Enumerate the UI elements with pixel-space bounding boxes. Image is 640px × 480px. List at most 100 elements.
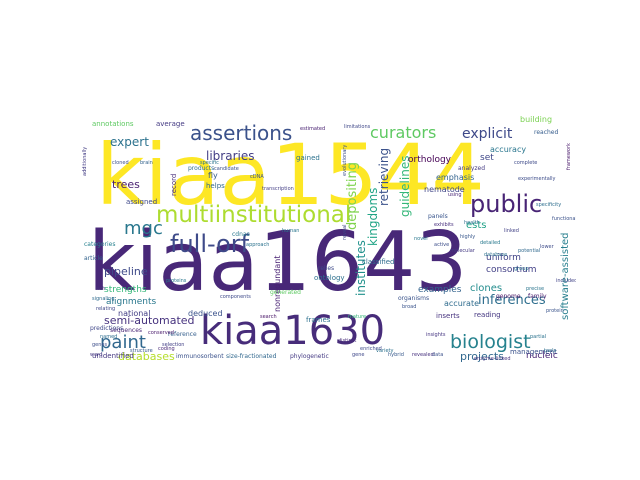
word: institutes bbox=[354, 240, 368, 296]
word: nonredundant bbox=[273, 256, 282, 312]
word: kiaa1544 bbox=[96, 126, 485, 224]
word: kiaa1630 bbox=[200, 308, 385, 354]
word: retrieving bbox=[377, 148, 391, 206]
word: reference bbox=[168, 331, 197, 338]
word: building bbox=[520, 115, 552, 124]
word: enzyme-linked bbox=[474, 356, 511, 362]
word: potential bbox=[518, 248, 540, 254]
word: genome bbox=[496, 293, 521, 300]
word: precise bbox=[526, 286, 544, 292]
word: semi-automated bbox=[104, 314, 195, 327]
word: word bbox=[90, 352, 102, 358]
word-cloud-frame: kiaa1544 kiaa1643 kiaa1630 multiinstitut… bbox=[80, 58, 576, 420]
word: analyzed bbox=[458, 165, 485, 172]
word: rich bbox=[96, 286, 105, 292]
word: molecular bbox=[450, 248, 476, 254]
word: classified bbox=[362, 258, 394, 266]
word: set bbox=[480, 153, 494, 163]
word: predictions bbox=[90, 325, 123, 332]
word: variety bbox=[376, 348, 394, 354]
word: accurate bbox=[444, 299, 479, 308]
word: biologist bbox=[450, 331, 531, 353]
word: uniform bbox=[486, 253, 521, 263]
word: active bbox=[434, 242, 449, 248]
word: trees bbox=[112, 178, 140, 191]
word: projects bbox=[460, 350, 504, 363]
word: inferences bbox=[478, 293, 546, 308]
word: size-fractionated bbox=[226, 353, 277, 360]
word: selection bbox=[162, 342, 184, 348]
word: deduced bbox=[188, 309, 223, 318]
word: components bbox=[220, 294, 251, 300]
word: consortium bbox=[486, 265, 537, 275]
word: kingdoms bbox=[366, 188, 380, 246]
word: experimentally bbox=[518, 176, 556, 182]
word: human bbox=[282, 228, 299, 234]
word: assigned bbox=[126, 198, 157, 206]
word: multiinstitutional bbox=[156, 202, 351, 228]
word: paint bbox=[100, 332, 146, 353]
word: using bbox=[448, 192, 462, 198]
word: health bbox=[464, 220, 480, 226]
word: included bbox=[556, 278, 576, 284]
word: novel bbox=[414, 236, 428, 242]
word: evolutionary bbox=[342, 145, 348, 176]
word: national bbox=[118, 309, 150, 318]
word: protein bbox=[546, 308, 564, 314]
word: coding bbox=[158, 346, 175, 352]
word: record bbox=[170, 174, 178, 196]
word: limitations bbox=[344, 124, 371, 130]
word: orthology bbox=[408, 155, 452, 165]
word: mature bbox=[348, 314, 366, 320]
word: conserved bbox=[148, 330, 174, 336]
word: enriched bbox=[360, 346, 382, 352]
word: emphasis bbox=[436, 173, 474, 182]
word: pipeline bbox=[104, 265, 148, 278]
word: proteins bbox=[166, 278, 187, 284]
word: accuracy bbox=[490, 145, 526, 154]
word: tools bbox=[544, 348, 556, 354]
word: framework bbox=[566, 143, 572, 170]
word: unidentified bbox=[92, 352, 134, 360]
word: reading bbox=[474, 311, 501, 319]
word: software-assisted bbox=[560, 232, 571, 320]
word: database bbox=[484, 252, 507, 258]
word: revealed bbox=[412, 352, 434, 358]
word: depositing bbox=[345, 162, 360, 230]
word: generated bbox=[270, 289, 301, 296]
word: strengths bbox=[104, 285, 147, 295]
word: expert bbox=[110, 135, 149, 149]
word: cdnas bbox=[232, 231, 250, 238]
word: panels bbox=[428, 213, 448, 220]
word: clones bbox=[470, 283, 502, 294]
word: signaling bbox=[92, 296, 115, 302]
word: linked bbox=[504, 228, 519, 234]
word: insights bbox=[426, 332, 446, 338]
word: annotations bbox=[92, 120, 134, 128]
word: partial bbox=[530, 334, 546, 340]
word: inserts bbox=[436, 312, 460, 320]
word: curators bbox=[370, 123, 436, 142]
word: functional bbox=[552, 216, 576, 222]
word: assertions bbox=[190, 121, 292, 145]
word: detailed bbox=[480, 240, 500, 246]
word: gene bbox=[352, 352, 365, 358]
word: additionally bbox=[82, 147, 88, 176]
word: guidelines bbox=[398, 156, 412, 217]
word: specificity bbox=[536, 202, 561, 208]
word: complete bbox=[514, 160, 537, 166]
word: examples bbox=[418, 285, 462, 295]
word: approach bbox=[246, 242, 269, 248]
word: mgc bbox=[124, 218, 163, 239]
word: brain bbox=[140, 160, 153, 166]
word: estimated bbox=[300, 126, 325, 132]
word: exhibits bbox=[434, 222, 454, 228]
word: explicit bbox=[462, 126, 513, 142]
word: frames bbox=[306, 316, 331, 324]
word: nematode bbox=[424, 185, 465, 194]
word: search bbox=[260, 314, 277, 320]
word: distinct bbox=[338, 338, 356, 344]
word: relating bbox=[96, 306, 115, 312]
word: genes bbox=[92, 342, 107, 348]
word: management bbox=[510, 348, 557, 356]
